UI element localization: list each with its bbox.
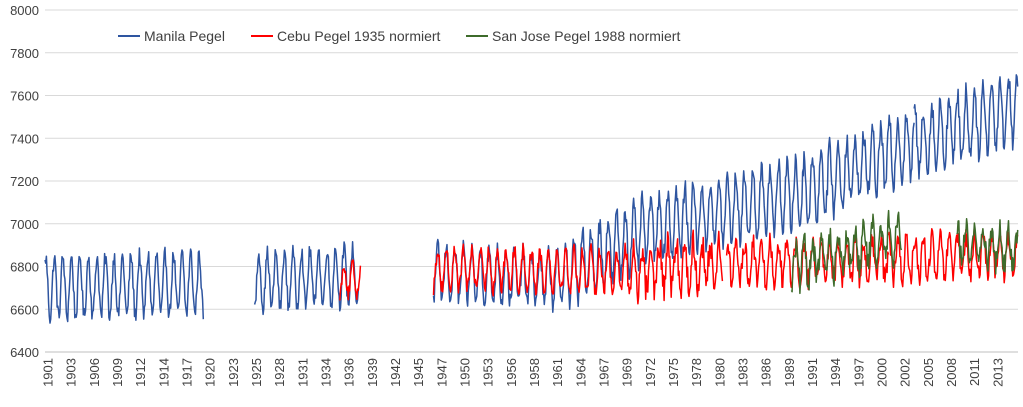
x-tick-label: 1942 (388, 358, 403, 387)
y-tick-label: 7200 (10, 174, 39, 189)
x-tick-label: 1961 (550, 358, 565, 387)
series-line-san-jose-pegel-1988-normiert (956, 218, 1019, 275)
x-tick-label: 1980 (712, 358, 727, 387)
x-tick-label: 1991 (805, 358, 820, 387)
y-tick-label: 7600 (10, 89, 39, 104)
x-tick-label: 1901 (41, 358, 56, 387)
series-line-cebu-pegel-1935-normiert (432, 242, 626, 297)
y-tick-label: 6400 (10, 345, 39, 360)
x-tick-label: 1950 (458, 358, 473, 387)
legend-label: San Jose Pegel 1988 normiert (492, 28, 680, 44)
x-tick-label: 1964 (573, 358, 588, 387)
x-tick-label: 1934 (319, 358, 334, 387)
y-tick-label: 7000 (10, 217, 39, 232)
x-tick-label: 1983 (736, 358, 751, 387)
x-tick-label: 2000 (875, 358, 890, 387)
x-tick-label: 1958 (527, 358, 542, 387)
x-tick-label: 1969 (620, 358, 635, 387)
x-tick-label: 1931 (295, 358, 310, 387)
series-line-manila-pegel (913, 74, 1019, 180)
series-line-cebu-pegel-1935-normiert (623, 229, 724, 305)
series-line-cebu-pegel-1935-normiert (887, 225, 1019, 289)
axes: 6400 6600 6800 7000 7200 7400 7600 7800 8000 1901… (10, 3, 1018, 387)
legend-label: Cebu Pegel 1935 normiert (277, 28, 441, 44)
y-tick-label: 7400 (10, 131, 39, 146)
x-tick-label: 2013 (990, 358, 1005, 387)
series-line-manila-pegel (44, 246, 205, 324)
x-tick-label: 1906 (87, 358, 102, 387)
x-tick-label: 1989 (782, 358, 797, 387)
x-tick-label: 1914 (156, 358, 171, 387)
x-tick-label: 2011 (967, 358, 982, 386)
series-lines (44, 74, 1019, 324)
x-tick-label: 1975 (666, 358, 681, 387)
x-tick-label: 1925 (249, 358, 264, 387)
series-line-manila-pegel (253, 241, 360, 316)
x-tick-label: 1945 (411, 358, 426, 387)
x-tick-label: 2008 (944, 358, 959, 387)
x-tick-label: 1994 (828, 358, 843, 387)
y-tick-label: 8000 (10, 3, 39, 18)
series-line-cebu-pegel-1935-normiert (339, 259, 362, 301)
x-tick-label: 1903 (64, 358, 79, 387)
series-line-manila-pegel (649, 153, 805, 263)
x-tick-label: 1939 (365, 358, 380, 387)
x-tick-label: 1923 (226, 358, 241, 387)
x-tick-label: 1909 (110, 358, 125, 387)
y-tick-label: 7800 (10, 46, 39, 61)
x-tick-label: 1967 (597, 358, 612, 387)
x-tick-label: 1997 (851, 358, 866, 387)
gridlines (45, 9, 1018, 310)
x-tick-label: 1978 (689, 358, 704, 387)
x-tick-label: 1953 (481, 358, 496, 387)
legend: Manila Pegel Cebu Pegel 1935 normiert San … (118, 28, 680, 44)
series-line-manila-pegel (802, 114, 915, 224)
x-tick-label: 1956 (504, 358, 519, 387)
x-tick-label: 1947 (434, 358, 449, 387)
x-tick-label: 1928 (272, 358, 287, 387)
series-line-san-jose-pegel-1988-normiert (790, 209, 903, 295)
x-tick-label: 1972 (643, 358, 658, 387)
y-tick-label: 6600 (10, 302, 39, 317)
x-tick-label: 2005 (921, 358, 936, 387)
x-tick-label: 2002 (898, 358, 913, 387)
legend-label: Manila Pegel (144, 28, 225, 44)
y-tick-label: 6800 (10, 260, 39, 275)
x-tick-label: 1912 (133, 358, 148, 387)
x-tick-label: 1986 (759, 358, 774, 387)
x-tick-label: 1917 (180, 358, 195, 387)
x-tick-label: 1936 (342, 358, 357, 387)
x-tick-label: 1920 (203, 358, 218, 387)
